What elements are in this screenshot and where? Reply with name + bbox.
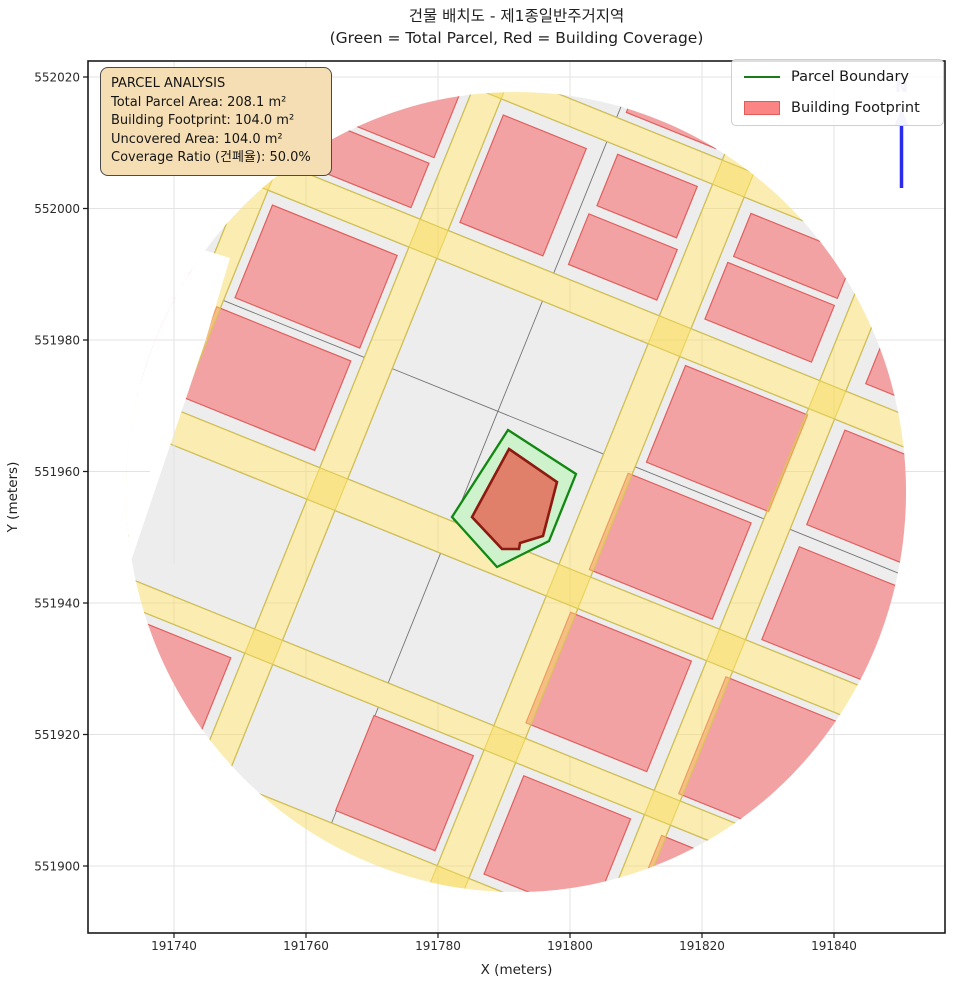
building-footprint-swatch (744, 101, 780, 115)
info-line-coverage-ratio: Coverage Ratio (건폐율): 50.0% (111, 150, 311, 166)
building (334, 714, 475, 852)
parcel-line (392, 368, 499, 412)
building (483, 774, 632, 892)
info-line-total-area: Total Parcel Area: 208.1 m² (111, 94, 287, 110)
map-hole (126, 215, 230, 564)
x-tick-label: 191740 (151, 939, 197, 953)
x-tick-label: 191780 (415, 939, 461, 953)
info-line-building-footprint: Building Footprint: 104.0 m² (111, 113, 295, 129)
info-line-uncovered-area: Uncovered Area: 104.0 m² (111, 131, 283, 147)
parcel-line (387, 553, 441, 684)
legend-item-parcel-boundary: Parcel Boundary (744, 69, 931, 85)
legend-item-building-footprint: Building Footprint (744, 100, 931, 116)
x-tick-label: 191800 (547, 939, 593, 953)
parcel-analysis-box: PARCEL ANALYSIS Total Parcel Area: 208.1… (100, 67, 332, 176)
y-tick-label: 552020 (34, 71, 80, 85)
x-tick-label: 191760 (283, 939, 329, 953)
y-tick-label: 551960 (34, 465, 80, 479)
parcel-line (497, 300, 543, 412)
building (567, 213, 679, 301)
legend-label-building-footprint: Building Footprint (791, 100, 920, 116)
x-tick-marks (173, 933, 835, 938)
parcel-line (634, 466, 765, 520)
building (704, 261, 836, 363)
parcel-line (497, 410, 604, 455)
legend: Parcel Boundary Building Footprint (731, 59, 944, 126)
chart-title: 건물 배치도 - 제1종일반주거지역 (409, 7, 625, 25)
building (805, 429, 906, 566)
y-tick-label: 551940 (34, 597, 80, 611)
x-axis-label: X (meters) (481, 962, 553, 978)
parcel-boundary-line-swatch (744, 76, 780, 78)
x-tick-label: 191820 (679, 939, 725, 953)
y-tick-label: 551920 (34, 728, 80, 742)
plot-border (87, 60, 946, 934)
chart-subtitle: (Green = Total Parcel, Red = Building Co… (330, 29, 704, 47)
building (596, 153, 699, 239)
highlighted-building-footprint (470, 447, 559, 551)
x-tick-label: 191840 (811, 939, 857, 953)
info-line-heading: PARCEL ANALYSIS (111, 76, 226, 91)
parcel-line (223, 300, 365, 358)
building (234, 204, 398, 349)
y-tick-label: 551900 (34, 860, 80, 874)
y-tick-marks (83, 76, 88, 867)
y-tick-label: 552000 (34, 202, 80, 216)
parcel-line (553, 141, 608, 274)
building (459, 114, 588, 257)
legend-label-parcel-boundary: Parcel Boundary (791, 69, 909, 85)
parcel-line (789, 528, 906, 580)
y-axis-label: Y (meters) (5, 462, 21, 534)
y-tick-label: 551980 (34, 334, 80, 348)
